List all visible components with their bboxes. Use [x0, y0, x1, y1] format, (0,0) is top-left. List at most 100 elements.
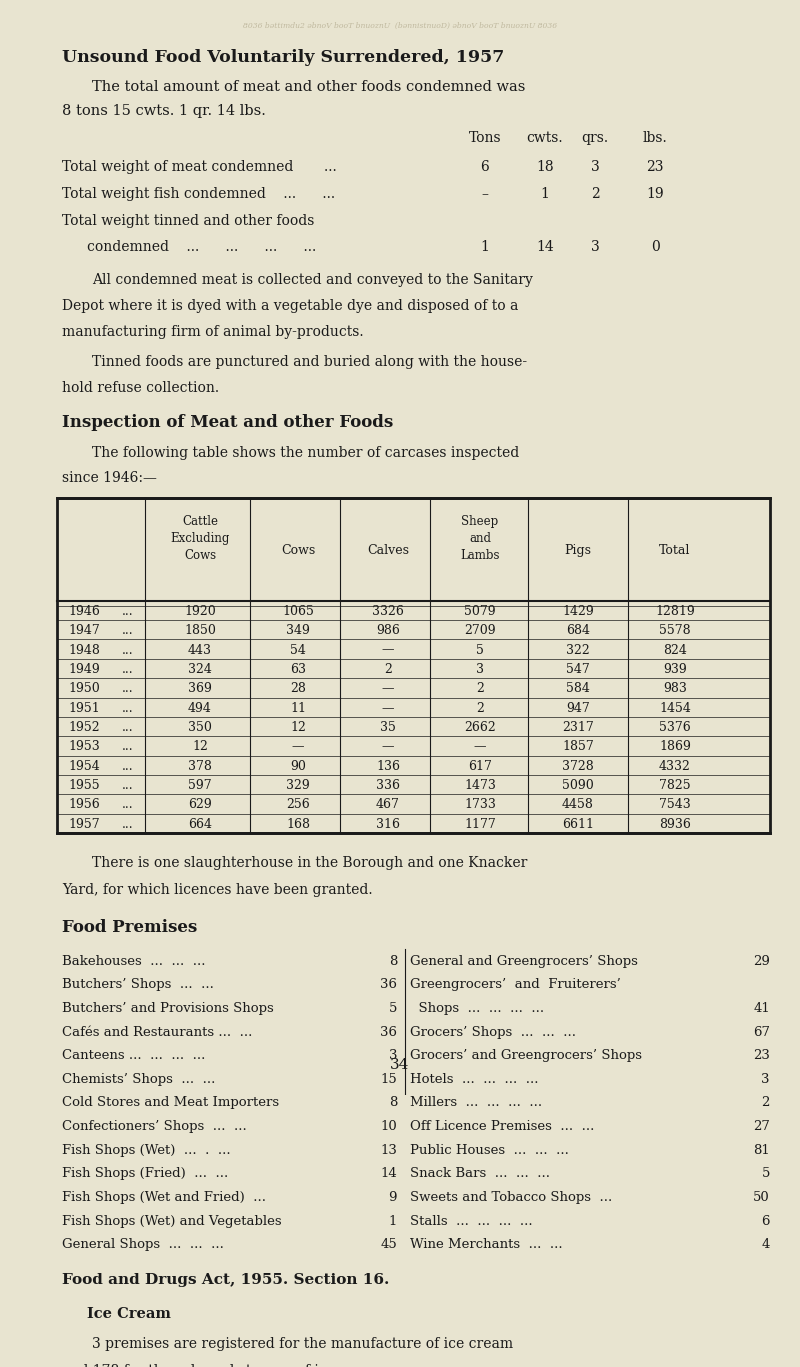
Text: 34: 34	[390, 1058, 410, 1072]
Text: Chemists’ Shops  ...  ...: Chemists’ Shops ... ...	[62, 1073, 224, 1085]
Text: 824: 824	[663, 644, 687, 656]
Text: Millers  ...  ...  ...  ...: Millers ... ... ... ...	[410, 1096, 550, 1110]
Text: 9: 9	[389, 1191, 397, 1204]
Text: 947: 947	[566, 701, 590, 715]
Text: ...: ...	[122, 625, 134, 637]
Text: ...: ...	[122, 682, 134, 696]
Bar	[57, 498, 770, 833]
Text: Sweets and Tobacco Shops  ...: Sweets and Tobacco Shops ...	[410, 1191, 621, 1204]
Text: 4: 4	[762, 1239, 770, 1251]
Text: General and Greengrocers’ Shops: General and Greengrocers’ Shops	[410, 954, 646, 968]
Text: 45: 45	[380, 1239, 397, 1251]
Text: 1429: 1429	[562, 604, 594, 618]
Text: Sheep
and
Lambs: Sheep and Lambs	[460, 515, 500, 562]
Text: 336: 336	[376, 779, 400, 791]
Text: Shops  ...  ...  ...  ...: Shops ... ... ... ...	[410, 1002, 553, 1014]
Text: 350: 350	[188, 720, 212, 734]
Text: 1955: 1955	[68, 779, 100, 791]
Text: Greengrocers’  and  Fruiterers’: Greengrocers’ and Fruiterers’	[410, 979, 621, 991]
Text: 36: 36	[380, 1025, 397, 1039]
Text: 1473: 1473	[464, 779, 496, 791]
Text: 2: 2	[476, 701, 484, 715]
Text: 23: 23	[753, 1050, 770, 1062]
Text: The following table shows the number of carcases inspected: The following table shows the number of …	[92, 446, 519, 459]
Text: 7543: 7543	[659, 798, 691, 812]
Text: Tinned foods are punctured and buried along with the house-: Tinned foods are punctured and buried al…	[92, 355, 527, 369]
Text: hold refuse collection.: hold refuse collection.	[62, 380, 219, 395]
Text: 10: 10	[380, 1120, 397, 1133]
Text: —: —	[292, 741, 304, 753]
Text: 939: 939	[663, 663, 687, 675]
Text: 50: 50	[754, 1191, 770, 1204]
Text: Bakehouses  ...  ...  ...: Bakehouses ... ... ...	[62, 954, 214, 968]
Text: 4458: 4458	[562, 798, 594, 812]
Text: 3: 3	[389, 1050, 397, 1062]
Text: cwts.: cwts.	[526, 131, 563, 145]
Text: 1947: 1947	[68, 625, 100, 637]
Text: 29: 29	[753, 954, 770, 968]
Text: 1857: 1857	[562, 741, 594, 753]
Text: Ice Cream: Ice Cream	[87, 1307, 171, 1321]
Text: 664: 664	[188, 817, 212, 831]
Text: 3: 3	[590, 239, 599, 254]
Text: 14: 14	[536, 239, 554, 254]
Text: 13: 13	[380, 1144, 397, 1156]
Text: Grocers’ Shops  ...  ...  ...: Grocers’ Shops ... ... ...	[410, 1025, 585, 1039]
Text: Total: Total	[659, 544, 690, 556]
Text: 6611: 6611	[562, 817, 594, 831]
Text: ...: ...	[122, 741, 134, 753]
Text: 1950: 1950	[68, 682, 100, 696]
Text: 2: 2	[762, 1096, 770, 1110]
Text: 467: 467	[376, 798, 400, 812]
Text: ...: ...	[122, 701, 134, 715]
Text: 494: 494	[188, 701, 212, 715]
Text: 597: 597	[188, 779, 212, 791]
Text: Fish Shops (Wet)  ...  .  ...: Fish Shops (Wet) ... . ...	[62, 1144, 239, 1156]
Text: —: —	[382, 682, 394, 696]
Text: Total weight fish condemned    ...      ...: Total weight fish condemned ... ...	[62, 187, 335, 201]
Text: 36: 36	[380, 979, 397, 991]
Text: 3728: 3728	[562, 760, 594, 772]
Text: 11: 11	[290, 701, 306, 715]
Text: 1454: 1454	[659, 701, 691, 715]
Text: 14: 14	[380, 1167, 397, 1180]
Text: Food Premises: Food Premises	[62, 919, 198, 936]
Text: ...: ...	[122, 798, 134, 812]
Text: 324: 324	[188, 663, 212, 675]
Text: 28: 28	[290, 682, 306, 696]
Text: Depot where it is dyed with a vegetable dye and disposed of to a: Depot where it is dyed with a vegetable …	[62, 299, 518, 313]
Text: 547: 547	[566, 663, 590, 675]
Text: 2: 2	[476, 682, 484, 696]
Text: 6: 6	[762, 1215, 770, 1228]
Text: Total weight tinned and other foods: Total weight tinned and other foods	[62, 215, 314, 228]
Text: 1949: 1949	[68, 663, 100, 675]
Text: Cold Stores and Meat Importers: Cold Stores and Meat Importers	[62, 1096, 288, 1110]
Text: 1953: 1953	[68, 741, 100, 753]
Text: 67: 67	[753, 1025, 770, 1039]
Text: 81: 81	[754, 1144, 770, 1156]
Text: 8: 8	[389, 1096, 397, 1110]
Text: 168: 168	[286, 817, 310, 831]
Text: 329: 329	[286, 779, 310, 791]
Text: 1954: 1954	[68, 760, 100, 772]
Text: 1946: 1946	[68, 604, 100, 618]
Text: 1: 1	[481, 239, 490, 254]
Text: Fish Shops (Wet) and Vegetables: Fish Shops (Wet) and Vegetables	[62, 1215, 290, 1228]
Text: 3326: 3326	[372, 604, 404, 618]
Text: Cows: Cows	[281, 544, 315, 556]
Text: General Shops  ...  ...  ...: General Shops ... ... ...	[62, 1239, 232, 1251]
Text: 5578: 5578	[659, 625, 691, 637]
Text: 2709: 2709	[464, 625, 496, 637]
Text: 35: 35	[380, 720, 396, 734]
Text: 983: 983	[663, 682, 687, 696]
Text: Inspection of Meat and other Foods: Inspection of Meat and other Foods	[62, 414, 394, 432]
Text: Food and Drugs Act, 1955. Section 16.: Food and Drugs Act, 1955. Section 16.	[62, 1273, 390, 1288]
Text: 8 tons 15 cwts. 1 qr. 14 lbs.: 8 tons 15 cwts. 1 qr. 14 lbs.	[62, 104, 266, 118]
Text: 584: 584	[566, 682, 590, 696]
Text: 443: 443	[188, 644, 212, 656]
Text: 1951: 1951	[68, 701, 100, 715]
Text: 27: 27	[753, 1120, 770, 1133]
Text: The total amount of meat and other foods condemned was: The total amount of meat and other foods…	[92, 79, 526, 93]
Text: —: —	[474, 741, 486, 753]
Text: 12: 12	[290, 720, 306, 734]
